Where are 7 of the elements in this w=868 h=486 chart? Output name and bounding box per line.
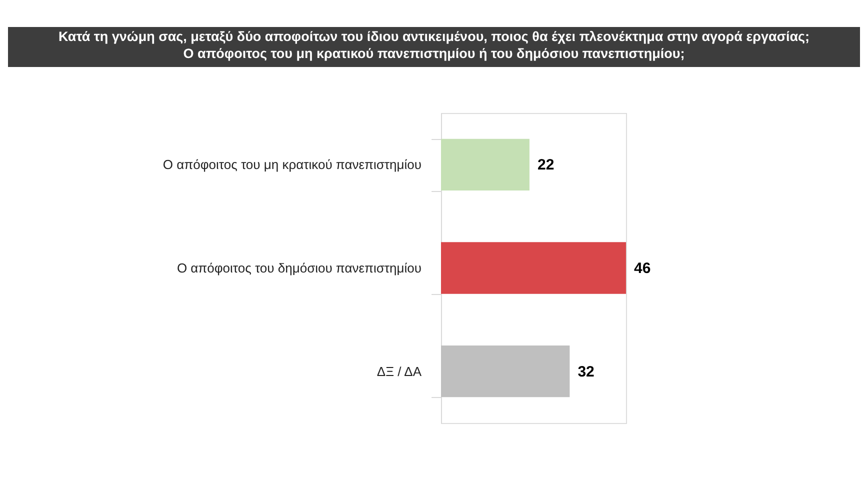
y-tick-label: ΔΞ / ΔΑ xyxy=(376,364,422,379)
y-tick-label: Ο απόφοιτος του δημόσιου πανεπιστημίου xyxy=(176,260,422,276)
data-label: 32 xyxy=(578,363,594,380)
data-label: 22 xyxy=(537,156,554,174)
y-tick-label: Ο απόφοιτος του μη κρατικού πανεπιστημίου xyxy=(162,157,422,172)
data-label: 46 xyxy=(634,260,651,277)
chart-title: Κατά τη γνώμη σας, μεταξύ δύο αποφοίτων του ίδιου αντικειμένου, ποιος θα έχει πλεονέκτημα στην αγορά εργασίας; Ο απόφοιτος του μη κρατικού πανεπιστημίου ή του δημόσιου πανεπιστημίου; xyxy=(58,29,810,61)
